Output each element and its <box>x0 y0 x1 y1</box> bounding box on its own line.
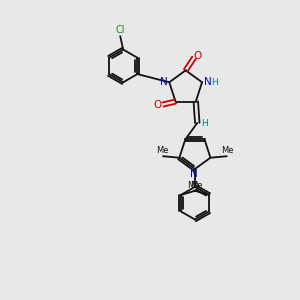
Text: N: N <box>190 169 198 179</box>
Text: O: O <box>194 51 202 61</box>
Text: Me: Me <box>190 181 203 190</box>
Text: N: N <box>160 77 168 87</box>
Text: Me: Me <box>221 146 234 155</box>
Text: O: O <box>154 100 162 110</box>
Text: H: H <box>211 78 218 87</box>
Text: N: N <box>203 77 211 87</box>
Text: Me: Me <box>187 181 199 190</box>
Text: H: H <box>201 119 208 128</box>
Text: Me: Me <box>156 146 169 155</box>
Text: Cl: Cl <box>116 25 125 35</box>
